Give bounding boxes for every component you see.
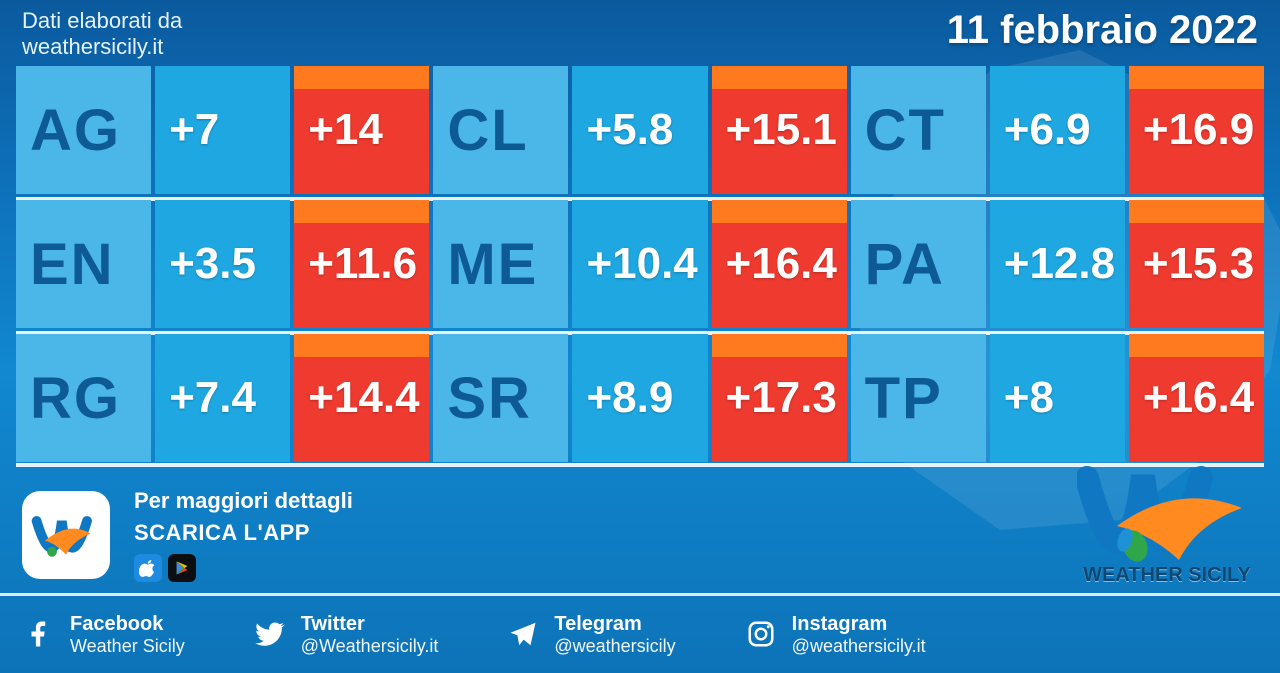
header: Dati elaborati da weathersicily.it 11 fe…	[0, 0, 1280, 60]
province-label: PA	[851, 200, 986, 328]
facebook-icon	[24, 619, 56, 651]
social-handle: @weathersicily.it	[792, 636, 926, 657]
social-handle: @weathersicily	[554, 636, 675, 657]
cta-line1: Per maggiori dettagli	[134, 488, 353, 514]
temperature-grid: AG+7+14CL+5.8+15.1CT+6.9+16.9 EN+3.5+11.6…	[16, 66, 1264, 470]
temp-low: +5.8	[572, 66, 707, 194]
social-facebook[interactable]: FacebookWeather Sicily	[24, 613, 185, 657]
temp-low: +3.5	[155, 200, 290, 328]
ws-logo-large-icon	[1077, 448, 1257, 568]
social-name: Telegram	[554, 613, 675, 636]
province-label: SR	[433, 334, 568, 462]
temp-low: +7.4	[155, 334, 290, 462]
temp-high: +14.4	[294, 334, 429, 462]
cta-line2: SCARICA L'APP	[134, 520, 353, 546]
temp-low: +6.9	[990, 66, 1125, 194]
social-name: Instagram	[792, 613, 926, 636]
app-badge	[22, 491, 110, 579]
social-name: Facebook	[70, 613, 185, 636]
temp-low: +10.4	[572, 200, 707, 328]
province-label: TP	[851, 334, 986, 462]
source-line2: weathersicily.it	[22, 34, 182, 60]
date: 11 febbraio 2022	[947, 8, 1258, 53]
temp-high: +15.1	[712, 66, 847, 194]
instagram-icon	[746, 619, 778, 651]
app-cta-text: Per maggiori dettagli SCARICA L'APP	[134, 488, 353, 582]
temp-high: +15.3	[1129, 200, 1264, 328]
temp-low: +12.8	[990, 200, 1125, 328]
playstore-icon	[168, 554, 196, 582]
logo-caption: WEATHER SICILY	[1083, 564, 1251, 587]
temp-low: +7	[155, 66, 290, 194]
temp-high: +16.4	[712, 200, 847, 328]
social-handle: @Weathersicily.it	[301, 636, 439, 657]
social-twitter[interactable]: Twitter@Weathersicily.it	[255, 613, 439, 657]
province-label: ME	[433, 200, 568, 328]
appstore-icon	[134, 554, 162, 582]
social-bar: FacebookWeather Sicily Twitter@Weathersic…	[0, 593, 1280, 673]
temp-low: +8.9	[572, 334, 707, 462]
ws-logo-large: WEATHER SICILY	[1072, 437, 1262, 587]
province-label: AG	[16, 66, 151, 194]
telegram-icon	[508, 619, 540, 651]
temp-high: +16.9	[1129, 66, 1264, 194]
store-icons	[134, 554, 353, 582]
social-telegram[interactable]: Telegram@weathersicily	[508, 613, 675, 657]
province-label: EN	[16, 200, 151, 328]
source-line1: Dati elaborati da	[22, 8, 182, 34]
social-handle: Weather Sicily	[70, 636, 185, 657]
ws-logo-small-icon	[31, 500, 101, 570]
temp-high: +11.6	[294, 200, 429, 328]
province-label: CL	[433, 66, 568, 194]
temp-high: +17.3	[712, 334, 847, 462]
source-block: Dati elaborati da weathersicily.it	[22, 8, 182, 60]
twitter-icon	[255, 619, 287, 651]
social-instagram[interactable]: Instagram@weathersicily.it	[746, 613, 926, 657]
social-name: Twitter	[301, 613, 439, 636]
temp-high: +14	[294, 66, 429, 194]
province-label: RG	[16, 334, 151, 462]
province-label: CT	[851, 66, 986, 194]
